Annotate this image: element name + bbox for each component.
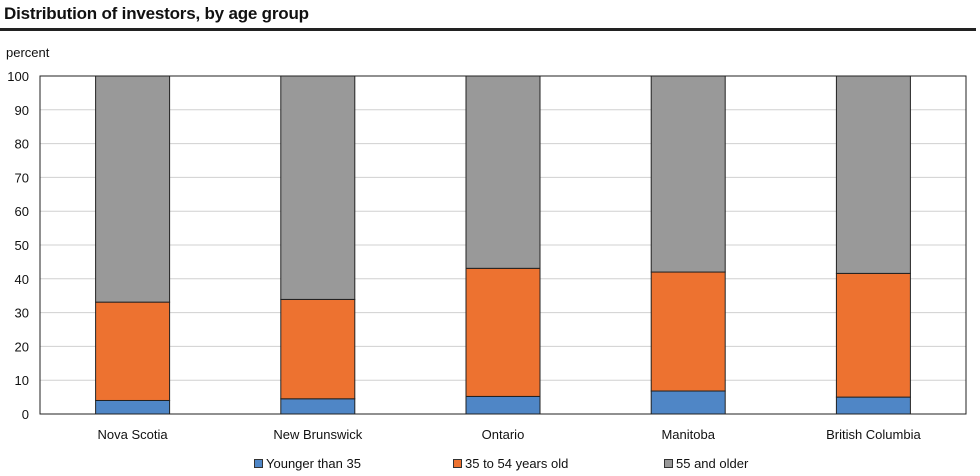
y-tick-label: 60	[15, 204, 29, 219]
x-tick-label: Ontario	[482, 427, 525, 442]
bar-segment	[280, 75, 356, 300]
chart-title: Distribution of investors, by age group	[4, 4, 309, 23]
legend-swatch	[453, 459, 462, 468]
y-tick-label: 50	[15, 238, 29, 253]
y-tick-label: 20	[15, 339, 29, 354]
y-tick-label: 80	[15, 137, 29, 152]
legend-label: Younger than 35	[266, 456, 361, 471]
y-tick-label: 0	[22, 407, 29, 422]
bar-segment	[465, 267, 541, 397]
y-tick-label: 100	[7, 69, 29, 84]
x-tick-label: British Columbia	[826, 427, 921, 442]
bar-segment	[835, 272, 911, 398]
y-tick-label: 70	[15, 170, 29, 185]
bar-segment	[95, 75, 171, 303]
y-tick-label: 90	[15, 103, 29, 118]
y-tick-label: 30	[15, 306, 29, 321]
x-tick-label: New Brunswick	[273, 427, 362, 442]
legend-swatch	[664, 459, 673, 468]
legend-label: 35 to 54 years old	[465, 456, 569, 471]
legend-item-younger-than-35: Younger than 35	[254, 456, 361, 471]
legend: Younger than 35 35 to 54 years old 55 an…	[0, 456, 980, 474]
y-tick-label: 10	[15, 373, 29, 388]
x-tick-label: Manitoba	[661, 427, 715, 442]
bar-segment	[835, 75, 911, 274]
bar-segment	[280, 398, 356, 415]
bar-segment	[95, 399, 171, 415]
legend-item-35-to-54: 35 to 54 years old	[453, 456, 568, 471]
bar-segment	[465, 75, 541, 269]
y-axis-label: percent	[6, 45, 50, 60]
bar-segment	[650, 75, 726, 273]
bar-segment	[95, 301, 171, 401]
bar-segment	[280, 298, 356, 400]
bar-segment	[465, 395, 541, 415]
x-tick-label: Nova Scotia	[98, 427, 169, 442]
stacked-bar-chart: 0 10 20 30 40 50 60 70 80 90 100 Nova Scotia New Bru…	[7, 69, 967, 442]
bar-segment	[835, 396, 911, 415]
bar-segment	[650, 271, 726, 392]
title-rule	[0, 28, 976, 31]
y-tick-label: 40	[15, 272, 29, 287]
legend-label: 55 and older	[676, 456, 749, 471]
bar-segment	[650, 390, 726, 415]
legend-swatch	[254, 459, 263, 468]
legend-item-55-and-older: 55 and older	[664, 456, 748, 471]
